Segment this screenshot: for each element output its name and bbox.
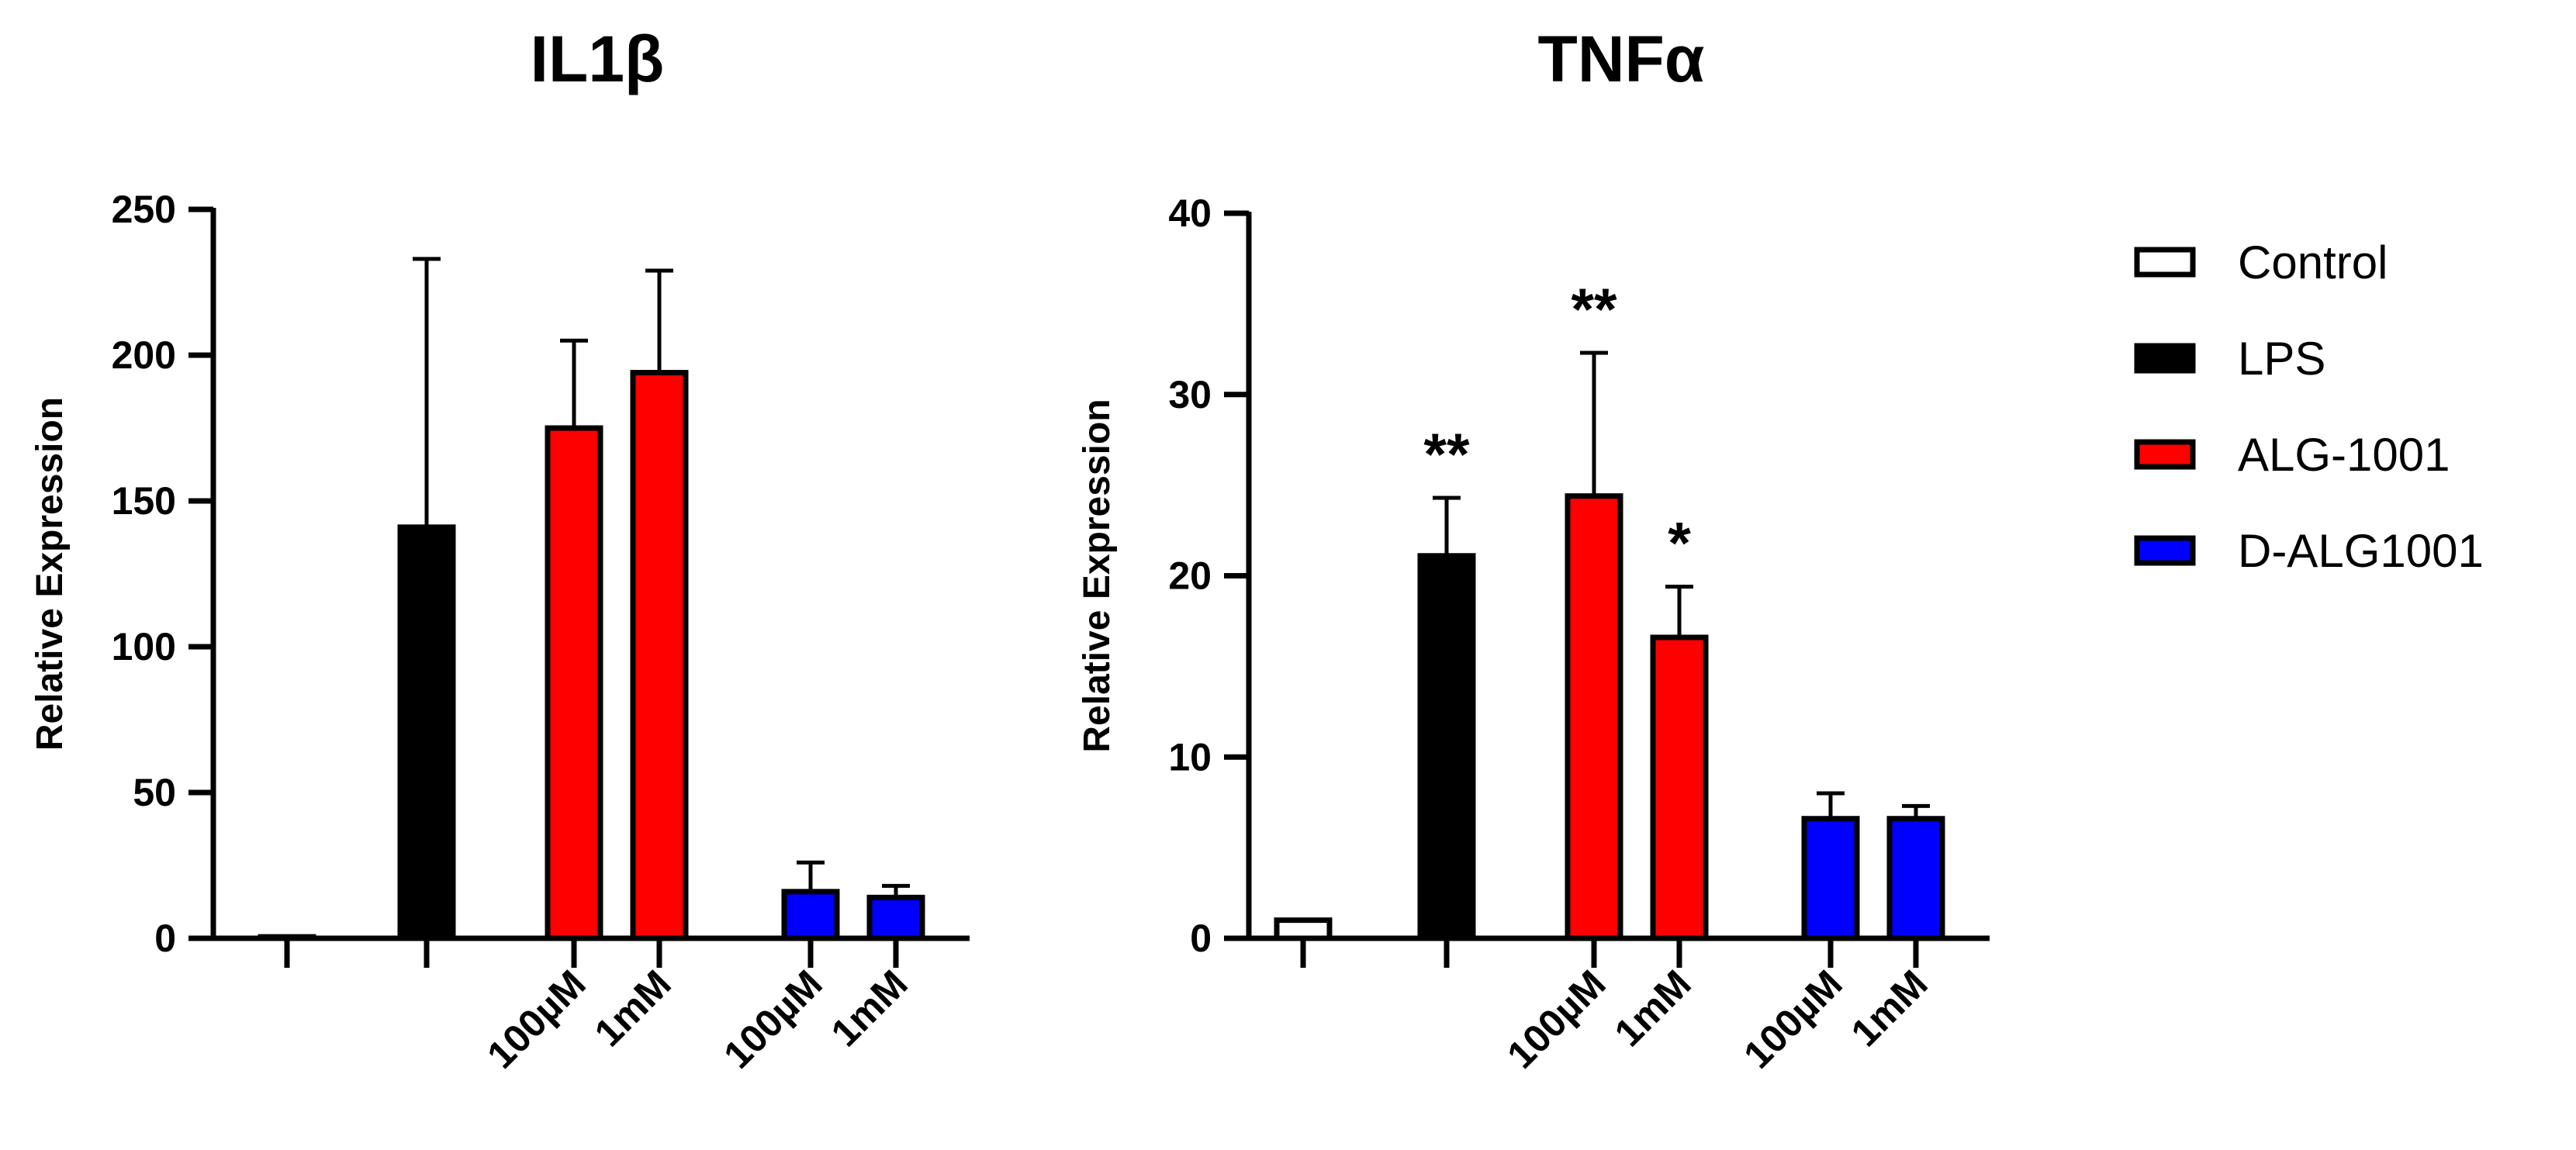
y-axis-label: Relative Expression (29, 397, 71, 751)
legend-label: Control (2238, 237, 2388, 288)
legend-label: D-ALG1001 (2238, 525, 2484, 577)
y-tick-label: 200 (112, 333, 176, 377)
x-tick-label: 100µM (1499, 962, 1613, 1076)
chart-2: TNFα Relative Expression 0 10 20 30 40 ** 100µM *… (1077, 22, 1990, 1077)
x-tick-label: 100µM (715, 962, 830, 1076)
bar-alg-1001-100-m (545, 425, 603, 941)
legend-swatch-control (2134, 247, 2196, 278)
significance-marker: ** (1423, 422, 1470, 488)
legend: Control LPS ALG-1001 D-ALG1001 (2134, 237, 2484, 577)
x-tick-label: 1mM (1843, 962, 1936, 1055)
legend-swatch-lps (2134, 343, 2196, 374)
y-tick-label: 0 (1190, 917, 1212, 960)
legend-swatch-alg-1001 (2134, 439, 2196, 470)
x-tick-label: 1mM (586, 962, 679, 1055)
bar-control (258, 934, 316, 941)
chart-title: TNFα (1538, 22, 1705, 95)
chart-1: IL1β Relative Expression 0 50 100 150 200 250 10… (29, 22, 970, 1077)
x-tick-label: 100µM (479, 962, 593, 1076)
y-tick-label: 20 (1168, 554, 1212, 598)
bar-d-alg1001-1mm (866, 894, 925, 941)
y-tick-label: 40 (1168, 192, 1212, 235)
y-tick-label: 0 (154, 917, 176, 960)
y-tick-label: 10 (1168, 735, 1212, 779)
x-tick-label: 1mM (823, 962, 916, 1055)
y-tick-label: 100 (112, 625, 176, 668)
chart-title: IL1β (531, 22, 665, 95)
bar-d-alg1001-100-m (781, 889, 840, 941)
bar-lps (1417, 553, 1476, 941)
bar-lps (397, 524, 456, 941)
bar-alg-1001-100-m (1565, 493, 1623, 941)
y-tick-label: 30 (1168, 373, 1212, 416)
bar-d-alg1001-100-m (1801, 816, 1860, 941)
x-tick-label: 100µM (1735, 962, 1850, 1076)
y-tick-label: 50 (133, 771, 176, 814)
legend-swatch-d-alg1001 (2134, 535, 2196, 566)
bar-alg-1001-1mm (1650, 634, 1709, 941)
x-tick-label: 1mM (1606, 962, 1699, 1055)
bar-alg-1001-1mm (630, 370, 689, 941)
y-tick-label: 250 (112, 188, 176, 231)
significance-marker: ** (1571, 277, 1617, 343)
y-tick-label: 150 (112, 479, 176, 523)
legend-label: LPS (2238, 333, 2325, 385)
y-axis-label: Relative Expression (1077, 399, 1118, 752)
legend-label: ALG-1001 (2238, 429, 2450, 481)
bar-control (1274, 917, 1333, 941)
significance-marker: * (1668, 511, 1691, 577)
bar-d-alg1001-1mm (1886, 816, 1945, 941)
